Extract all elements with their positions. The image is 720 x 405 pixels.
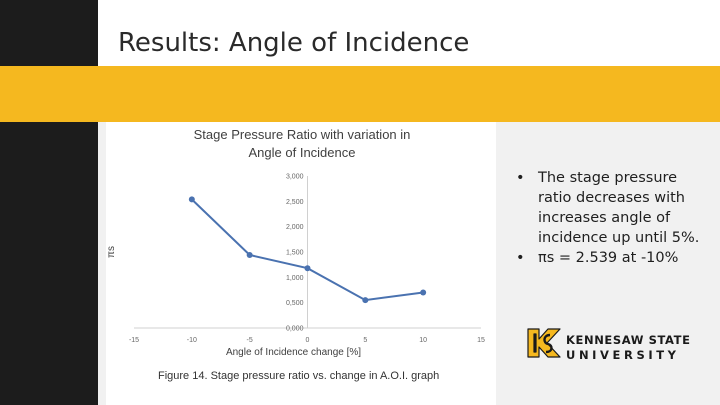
chart-area: Stage Pressure Ratio with variation in A… bbox=[106, 122, 496, 405]
y-tick-label: 1,500 bbox=[286, 250, 304, 257]
bullet-text: The stage pressure ratio decreases with … bbox=[538, 170, 700, 246]
bullet-list: • The stage pressure ratio decreases with… bbox=[512, 168, 708, 268]
ksu-monogram-icon bbox=[527, 328, 561, 358]
logo-line-2: UNIVERSITY bbox=[566, 348, 680, 362]
left-dark-bar bbox=[0, 0, 98, 405]
y-tick-label: 2,500 bbox=[286, 199, 304, 206]
x-tick-label: -10 bbox=[187, 337, 197, 344]
x-axis-label: Angle of Incidence change [%] bbox=[226, 347, 361, 358]
data-point bbox=[188, 196, 195, 203]
data-point bbox=[246, 252, 253, 259]
data-point bbox=[362, 297, 369, 304]
bullet-item: • πs = 2.539 at -10% bbox=[512, 248, 708, 268]
x-tick-label: 10 bbox=[419, 337, 427, 344]
data-point bbox=[304, 265, 311, 272]
x-tick-label: 0 bbox=[306, 337, 310, 344]
chart-title-line-2: Angle of Incidence bbox=[249, 145, 356, 160]
bullet-item: • The stage pressure ratio decreases with… bbox=[512, 168, 708, 248]
x-tick-label: -15 bbox=[129, 337, 139, 344]
university-logo-text: KENNESAW STATE UNIVERSITY bbox=[566, 333, 691, 362]
slide-title: Results: Angle of Incidence bbox=[118, 28, 470, 58]
logo-line-1: KENNESAW STATE bbox=[566, 333, 691, 347]
y-axis-label: πs bbox=[106, 246, 117, 258]
y-tick-label: 1,000 bbox=[286, 275, 304, 282]
y-tick-label: 2,000 bbox=[286, 224, 304, 231]
x-tick-label: -5 bbox=[247, 337, 253, 344]
bullet-text: πs = 2.539 at -10% bbox=[538, 250, 679, 266]
bullet-marker: • bbox=[516, 250, 525, 266]
figure-caption: Figure 14. Stage pressure ratio vs. chan… bbox=[158, 370, 440, 382]
x-tick-label: 15 bbox=[477, 337, 485, 344]
y-tick-label: 3,000 bbox=[286, 174, 304, 181]
bullet-marker: • bbox=[516, 170, 525, 186]
title-panel bbox=[98, 0, 720, 66]
chart-title-line-1: Stage Pressure Ratio with variation in bbox=[194, 127, 411, 142]
gold-accent-band bbox=[0, 66, 720, 122]
x-tick-label: 5 bbox=[363, 337, 367, 344]
y-tick-label: 0,500 bbox=[286, 300, 304, 307]
data-point bbox=[420, 289, 427, 296]
y-tick-label: 0,000 bbox=[286, 326, 304, 333]
line-chart: Stage Pressure Ratio with variation in A… bbox=[106, 127, 485, 358]
